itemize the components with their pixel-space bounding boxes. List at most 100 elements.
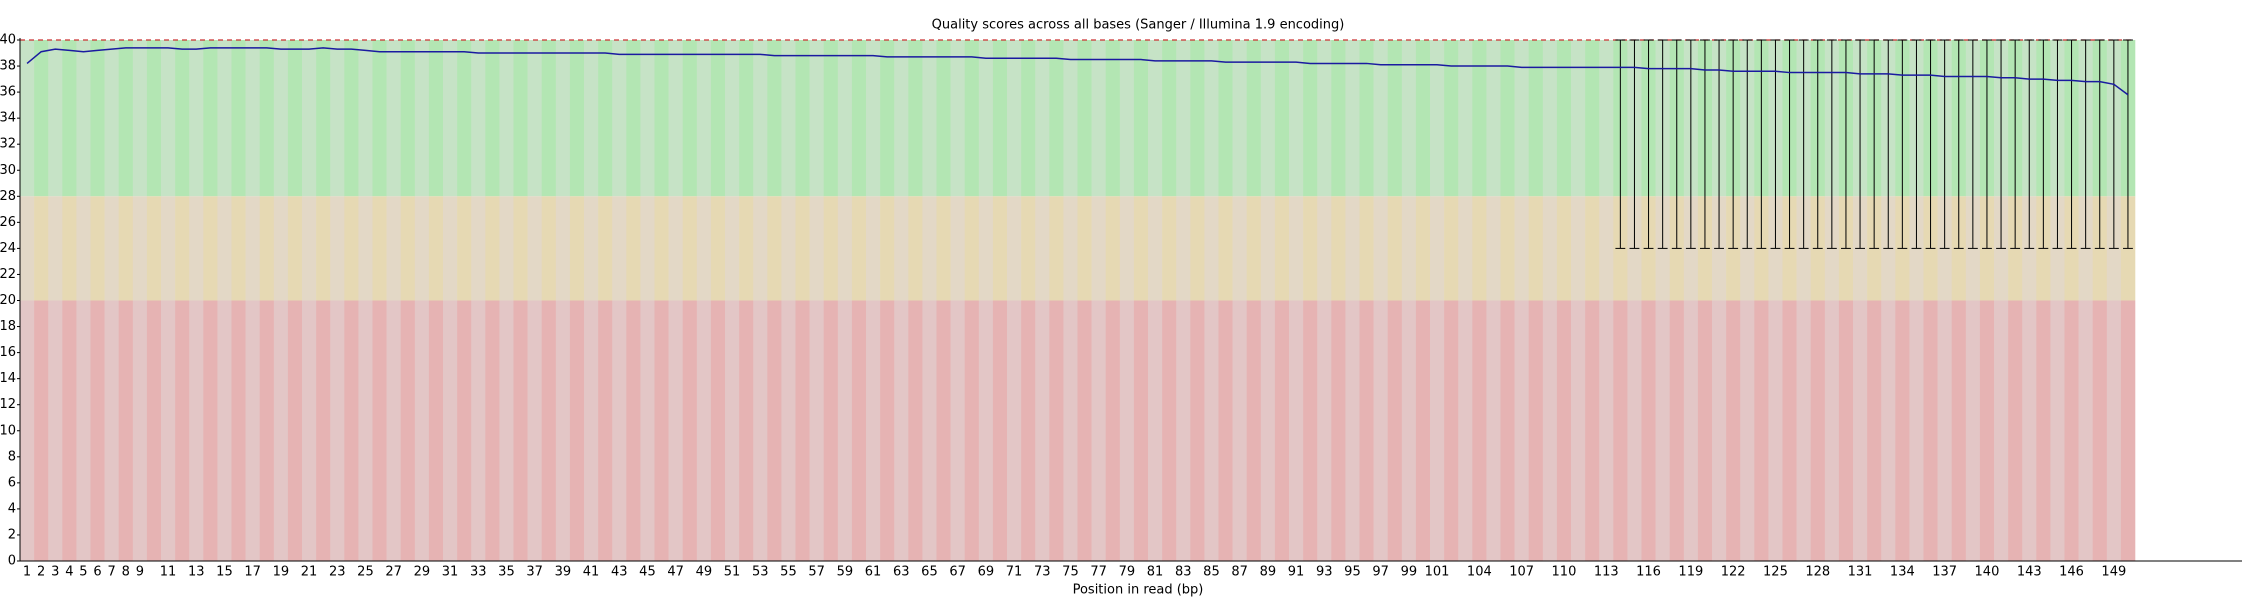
zone-stripe [682, 40, 698, 197]
zone-stripe [1317, 40, 1332, 197]
zone-stripe [640, 300, 655, 561]
x-tick-label: 23 [329, 565, 346, 580]
x-tick-label: 104 [1467, 565, 1492, 580]
x-tick-label: 61 [865, 565, 882, 580]
zone-stripe [753, 40, 768, 197]
zone-stripe [1415, 300, 1431, 561]
zone-stripe [1260, 40, 1276, 197]
zone-stripe [1303, 300, 1318, 561]
zone-stripe [1782, 300, 1797, 561]
zone-stripe [1204, 196, 1219, 301]
zone-stripe [1458, 300, 1473, 561]
zone-stripe [443, 40, 458, 197]
zone-stripe [781, 300, 796, 561]
zone-stripe [2050, 300, 2065, 561]
zone-stripe [725, 300, 740, 561]
x-tick-label: 116 [1636, 565, 1661, 580]
x-tick-label: 79 [1119, 565, 1136, 580]
zone-stripe [1542, 40, 1558, 197]
zone-stripe [908, 196, 923, 301]
zone-stripe [273, 196, 289, 301]
zone-stripe [753, 196, 768, 301]
zone-stripe [1571, 300, 1586, 561]
zone-stripe [1824, 300, 1840, 561]
zone-stripe [1373, 196, 1388, 301]
zone-stripe [2064, 300, 2079, 561]
zone-stripe [428, 40, 444, 197]
zone-stripe [1204, 300, 1219, 561]
zone-stripe [203, 40, 218, 197]
zone-stripe [1091, 300, 1106, 561]
zone-stripe [34, 40, 49, 197]
zone-stripe [20, 196, 35, 301]
zone-stripe [1528, 300, 1544, 561]
zone-stripe [978, 300, 994, 561]
zone-stripe [1500, 196, 1515, 301]
zone-stripe [739, 300, 754, 561]
zone-stripe [710, 196, 726, 301]
y-tick-label: 10 [0, 423, 16, 438]
x-tick-label: 27 [385, 565, 402, 580]
x-tick-label: 75 [1062, 565, 1079, 580]
x-tick-label: 35 [498, 565, 515, 580]
zone-stripe [1556, 196, 1572, 301]
zone-stripe [1176, 196, 1191, 301]
zone-stripe [654, 196, 669, 301]
zone-stripe [1472, 40, 1487, 197]
zone-stripe [668, 40, 683, 197]
y-tick-label: 20 [0, 293, 16, 308]
zone-stripe [1162, 40, 1177, 197]
zone-stripe [1190, 196, 1205, 301]
zone-stripe [1232, 300, 1247, 561]
zone-stripe [471, 300, 486, 561]
zone-stripe [767, 196, 782, 301]
zone-stripe [457, 40, 472, 197]
zone-stripe [894, 300, 909, 561]
zone-stripe [640, 40, 655, 197]
zone-stripe [978, 196, 994, 301]
zone-stripe [1162, 300, 1177, 561]
x-tick-label: 89 [1260, 565, 1277, 580]
zone-stripe [20, 40, 35, 197]
zone-stripe [1923, 300, 1938, 561]
x-tick-label: 17 [244, 565, 261, 580]
zone-stripe [414, 196, 430, 301]
zone-stripe [330, 300, 345, 561]
zone-stripe [485, 40, 500, 197]
x-tick-label: 83 [1175, 565, 1192, 580]
zone-stripe [1232, 40, 1247, 197]
zone-stripe [1472, 196, 1487, 301]
zone-stripe [1021, 40, 1036, 197]
x-tick-label: 149 [2101, 565, 2126, 580]
x-tick-label: 8 [122, 565, 130, 580]
zone-stripe [710, 40, 726, 197]
x-tick-label: 19 [273, 565, 290, 580]
zone-stripe [1712, 300, 1727, 561]
zone-stripe [316, 300, 331, 561]
zone-stripe [443, 300, 458, 561]
x-tick-label: 67 [949, 565, 966, 580]
zone-stripe [936, 300, 951, 561]
zone-stripe [569, 40, 585, 197]
zone-stripe [457, 196, 472, 301]
zone-stripe [936, 40, 951, 197]
x-tick-label: 53 [752, 565, 769, 580]
zone-stripe [1444, 196, 1459, 301]
zone-stripe [950, 300, 965, 561]
x-tick-label: 91 [1288, 565, 1305, 580]
x-tick-label: 5 [79, 565, 87, 580]
zone-stripe [739, 40, 754, 197]
zone [20, 300, 2136, 561]
zone-stripe [386, 40, 401, 197]
zone-stripe [1162, 196, 1177, 301]
x-tick-label: 15 [216, 565, 233, 580]
x-tick-label: 51 [724, 565, 741, 580]
zone-stripe [922, 300, 937, 561]
zone-stripe [485, 196, 500, 301]
zone-stripe [2036, 300, 2051, 561]
x-tick-label: 110 [1552, 565, 1577, 580]
zone-stripe [2008, 300, 2023, 561]
zone-stripe [1246, 196, 1262, 301]
zone-stripe [1303, 196, 1318, 301]
x-tick-label: 146 [2059, 565, 2084, 580]
